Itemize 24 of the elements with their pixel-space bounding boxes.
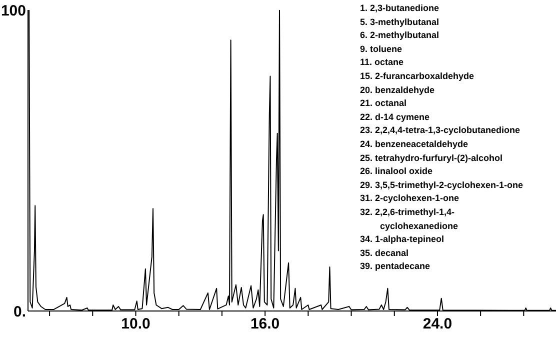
annotation: 20. benzaldehyde bbox=[360, 84, 436, 97]
annotation: 23. 2,2,4,4-tetra-1,3-cyclobutanedione bbox=[360, 124, 522, 138]
annotation: 35. decanal bbox=[360, 246, 410, 260]
x-tick-label: 24.0 bbox=[422, 316, 452, 333]
annotation: 11. octane bbox=[360, 56, 405, 70]
annotation: 22. d-14 cymene bbox=[360, 110, 431, 124]
annotation: 9. toluene bbox=[360, 42, 404, 56]
annotation: 29. 3,5,5-trimethyl-2-cyclohexen-1-one bbox=[360, 178, 524, 192]
annotation: 25. tetrahydro-furfuryl-(2)-alcohol bbox=[360, 152, 504, 165]
y-tick-label: 100 bbox=[0, 2, 26, 20]
annotation: 34. 1-alpha-tepineol bbox=[360, 233, 446, 246]
annotation: 15. 2-furancarboxaldehyde bbox=[360, 70, 476, 83]
y-tick-label: 0. bbox=[13, 303, 26, 320]
annotation: 24. benzeneacetaldehyde bbox=[360, 138, 470, 151]
annotation: 26. linalool oxide bbox=[360, 165, 434, 178]
annotation: 32. 2,2,6-trimethyl-1,4-cyclohexanedione bbox=[360, 206, 460, 233]
annotation: 21. octanal bbox=[360, 97, 408, 110]
x-tick-label: 16.0 bbox=[250, 316, 280, 333]
x-tick-label: 10.0 bbox=[121, 316, 150, 333]
annotation: 31. 2-cyclohexen-1-one bbox=[360, 192, 460, 206]
annotation: 1. 2,3-butanedione bbox=[360, 2, 440, 15]
annotation: 39. pentadecane bbox=[360, 260, 432, 274]
annotation: 5. 3-methylbutanal bbox=[360, 16, 440, 29]
annotation: 6. 2-methylbutanal bbox=[360, 29, 440, 42]
